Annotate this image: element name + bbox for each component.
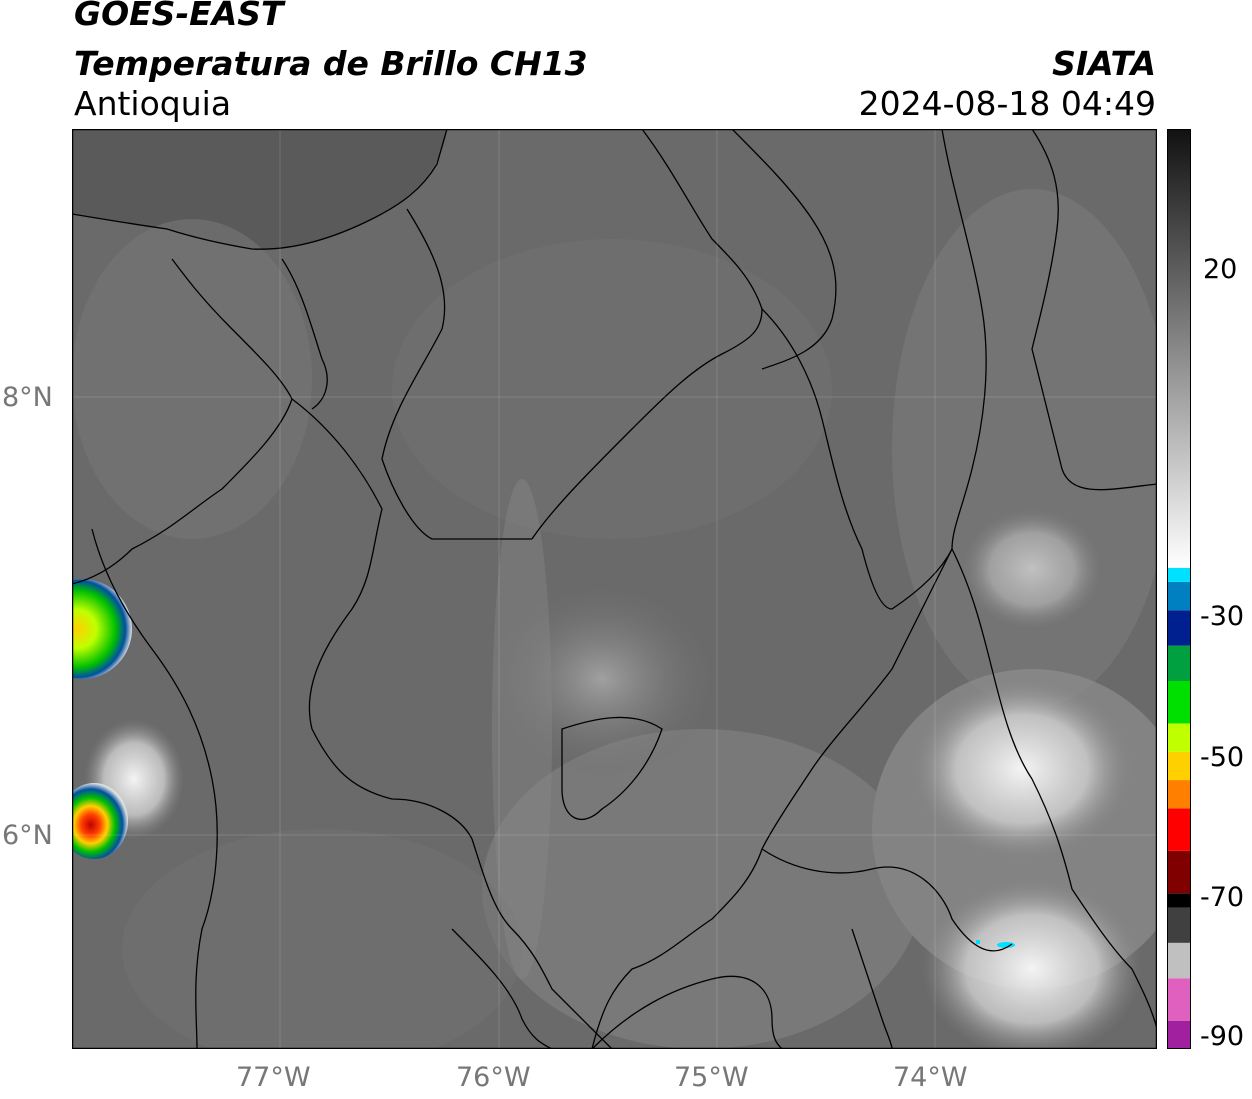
- lon-tick-label: 77°W: [236, 1062, 311, 1093]
- colorbar-segment: [1167, 581, 1191, 611]
- colorbar-segment: [1167, 681, 1191, 724]
- colorbar-segment: [1167, 567, 1191, 582]
- colorbar-segment: [1167, 610, 1191, 646]
- colorbar-segment: [1167, 893, 1191, 908]
- satellite-title: GOES-EAST: [74, 0, 284, 33]
- boundaries: [72, 129, 1157, 1049]
- colorbar-segment: [1167, 751, 1191, 781]
- timestamp-label: 2024-08-18 04:49: [858, 84, 1156, 123]
- colorbar-segment: [1167, 1020, 1191, 1049]
- colorbar-segment: [1167, 780, 1191, 809]
- colorbar-segment: [1167, 942, 1191, 979]
- product-title: Temperatura de Brillo CH13: [74, 44, 588, 83]
- colorbar-segment: [1167, 850, 1191, 894]
- colorbar-segment: [1167, 723, 1191, 752]
- colorbar-segment: [1167, 907, 1191, 943]
- colorbar-segment: [1167, 808, 1191, 851]
- colorbar-tick-label: -50: [1200, 742, 1245, 773]
- lon-tick-label: 76°W: [456, 1062, 531, 1093]
- lat-tick-label: 8°N: [2, 382, 53, 413]
- colorbar-tick-label: 20: [1203, 254, 1238, 285]
- caribbean-sea: [72, 129, 447, 249]
- graticule: [72, 129, 1157, 1049]
- colorbar-segment: [1167, 129, 1191, 568]
- lon-tick-label: 74°W: [893, 1062, 968, 1093]
- colorbar-segment: [1167, 978, 1191, 1021]
- colorbar-tick-label: -90: [1200, 1021, 1245, 1052]
- satellite-map[interactable]: [72, 129, 1157, 1049]
- colorbar-tick-label: -30: [1200, 601, 1245, 632]
- source-label: SIATA: [1052, 44, 1156, 83]
- lat-tick-label: 6°N: [2, 820, 53, 851]
- lon-tick-label: 75°W: [674, 1062, 749, 1093]
- region-subtitle: Antioquia: [74, 84, 232, 123]
- colorbar-tick-label: -70: [1200, 882, 1245, 913]
- colorbar-segment: [1167, 645, 1191, 681]
- temperature-colorbar: [1167, 129, 1191, 1049]
